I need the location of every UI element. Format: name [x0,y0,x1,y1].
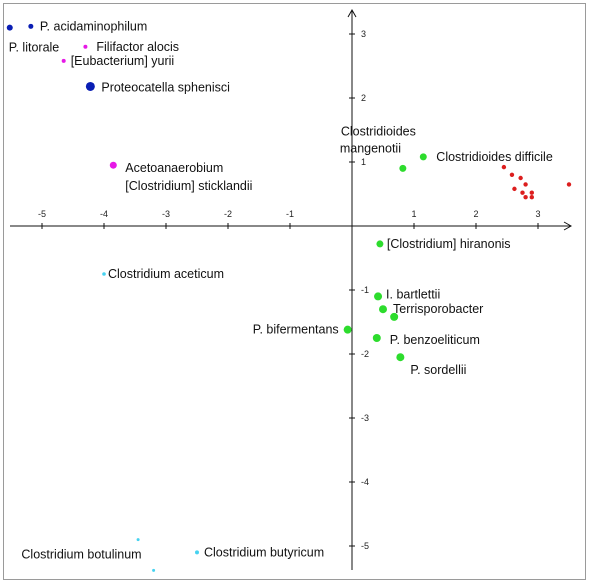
data-point [372,334,381,342]
y-tick-label: -1 [361,285,369,295]
data-point [523,182,528,187]
y-tick-label: -5 [361,541,369,551]
data-point [399,164,407,172]
point-label: I. bartlettii [386,287,440,301]
data-point [343,325,352,334]
point-label: P. litorale [9,41,60,55]
data-point [501,164,507,170]
y-tick-label: -4 [361,477,369,487]
point-label: Clostridium botulinum [21,547,141,561]
data-point [520,190,525,195]
point-label: Filifactor alocis [96,40,179,54]
x-tick-label: 1 [411,209,416,219]
x-tick-label: -3 [162,209,170,219]
data-point [512,186,517,192]
point-label: P. sordellii [410,363,466,377]
x-tick-label: 3 [535,209,540,219]
data-point [195,550,199,555]
data-point [102,272,106,276]
y-tick-label: -2 [361,349,369,359]
data-point [566,182,572,187]
data-point [109,161,117,169]
x-tick-label: -4 [100,209,108,219]
y-tick-label: 2 [361,93,366,103]
point-label: Clostridioides difficile [436,150,553,164]
data-point [509,172,515,177]
y-tick-label: 3 [361,29,366,39]
point-label: P. benzoeliticum [390,333,480,347]
point-label: mangenotii [340,141,401,155]
y-tick-label: -3 [361,413,369,423]
x-tick-label: -1 [286,209,294,219]
point-label: P. acidaminophilum [40,19,147,33]
point-label: Clostridium aceticum [108,267,224,281]
data-point [6,24,13,31]
data-point [152,568,156,572]
data-point [374,292,383,301]
point-label: [Clostridium] hiranonis [387,237,511,251]
data-point [28,23,34,29]
data-point [83,44,88,49]
data-point [376,240,384,248]
data-point [396,353,405,362]
data-point [379,305,387,314]
x-tick-label: -5 [38,209,46,219]
data-point [523,195,528,200]
data-point [85,81,95,91]
data-point [518,175,523,181]
data-point [419,153,427,161]
x-tick-label: 2 [473,209,478,219]
point-label: P. bifermentans [253,323,339,337]
x-tick-label: -2 [224,209,232,219]
point-label: Proteocatella sphenisci [101,80,230,94]
point-label: [Clostridium] sticklandii [125,179,252,193]
y-tick-label: 1 [361,157,366,167]
y-axis-arrow [347,8,357,18]
x-axis-arrow [563,221,573,231]
chart-frame [3,3,586,580]
point-label: [Eubacterium] yurii [71,54,175,68]
point-label: Acetoanaerobium [125,161,223,175]
data-point [529,190,534,195]
point-label: Clostridium butyricum [204,545,324,559]
data-point [529,195,534,200]
point-label: Terrisporobacter [393,302,483,316]
point-label: Clostridioides [341,124,416,138]
data-point [390,312,399,321]
data-point [136,538,140,542]
data-point [61,58,66,63]
